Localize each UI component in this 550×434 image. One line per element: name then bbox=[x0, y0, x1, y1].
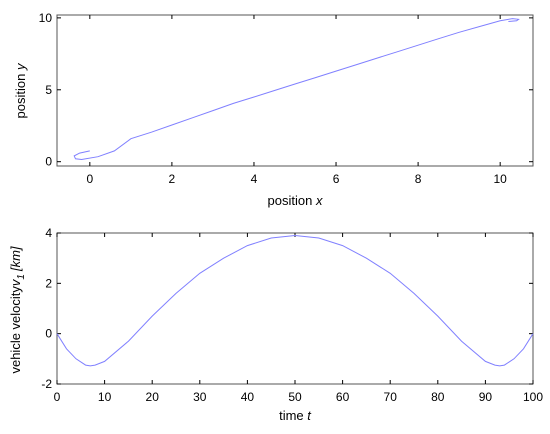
x-tick-label: 70 bbox=[384, 390, 398, 404]
x-axis-label: time t bbox=[279, 408, 312, 423]
trajectory-line bbox=[73, 18, 520, 161]
plot-frame bbox=[56, 232, 534, 385]
x-tick-label: 100 bbox=[523, 390, 543, 404]
x-tick-label: 90 bbox=[479, 390, 493, 404]
x-tick-label: 40 bbox=[241, 390, 255, 404]
x-tick-label: 80 bbox=[431, 390, 445, 404]
trajectory-plot: 0 2 4 6 8 10 0 5 10 position x position y bbox=[13, 11, 534, 208]
x-tick-label: 6 bbox=[333, 172, 340, 186]
x-tick-label: 10 bbox=[493, 172, 507, 186]
x-tick-label: 2 bbox=[169, 172, 176, 186]
plot-frame bbox=[56, 14, 534, 167]
x-tick-label: 20 bbox=[146, 390, 160, 404]
y-tick-label: 2 bbox=[45, 276, 52, 290]
x-tick-label: 30 bbox=[193, 390, 207, 404]
y-tick-label: 5 bbox=[45, 83, 52, 97]
y-tick-label: -2 bbox=[41, 377, 52, 391]
tick-marks bbox=[57, 15, 533, 166]
y-tick-label: 4 bbox=[45, 226, 52, 240]
y-tick-label: 0 bbox=[45, 155, 52, 169]
y-tick-label: 10 bbox=[39, 11, 53, 25]
x-tick-label: 50 bbox=[288, 390, 302, 404]
x-tick-label: 0 bbox=[54, 390, 61, 404]
tick-marks bbox=[56, 232, 534, 385]
y-axis-label: position y bbox=[13, 62, 28, 118]
y-tick-label: 0 bbox=[45, 327, 52, 341]
y-axis-label: vehicle velocityv1[km] bbox=[8, 246, 27, 373]
x-tick-label: 10 bbox=[98, 390, 112, 404]
x-tick-label: 60 bbox=[336, 390, 350, 404]
velocity-line bbox=[56, 234, 534, 367]
tick-labels: 0 2 4 6 8 10 0 5 10 bbox=[39, 11, 508, 186]
x-tick-label: 4 bbox=[251, 172, 258, 186]
x-tick-label: 8 bbox=[415, 172, 422, 186]
x-tick-label: 0 bbox=[86, 172, 93, 186]
x-axis-label: position x bbox=[268, 193, 323, 208]
